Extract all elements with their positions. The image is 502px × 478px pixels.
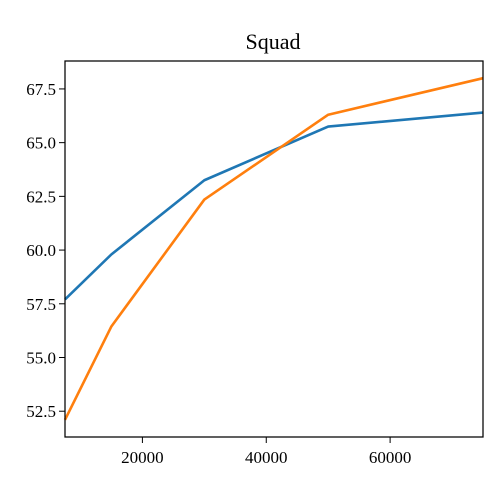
chart-title: Squad <box>246 29 301 54</box>
y-tick-label: 55.0 <box>26 349 56 368</box>
y-axis-ticks: 52.5 55.0 57.5 60.0 62.5 65.0 67.5 <box>26 80 65 421</box>
x-axis-ticks: 20000 40000 60000 <box>121 437 411 467</box>
y-tick-label: 52.5 <box>26 402 56 421</box>
series-layer <box>63 76 484 421</box>
x-tick-label: 60000 <box>369 448 412 467</box>
series-line-2 <box>63 76 484 421</box>
y-tick-label: 60.0 <box>26 241 56 260</box>
y-tick-label: 65.0 <box>26 134 56 153</box>
x-tick-label: 20000 <box>121 448 164 467</box>
plot-frame <box>64 60 484 438</box>
x-tick-label: 40000 <box>245 448 288 467</box>
series-line-1 <box>64 111 484 301</box>
y-tick-label: 62.5 <box>26 187 56 206</box>
y-tick-label: 67.5 <box>26 80 56 99</box>
y-tick-label: 57.5 <box>26 295 56 314</box>
